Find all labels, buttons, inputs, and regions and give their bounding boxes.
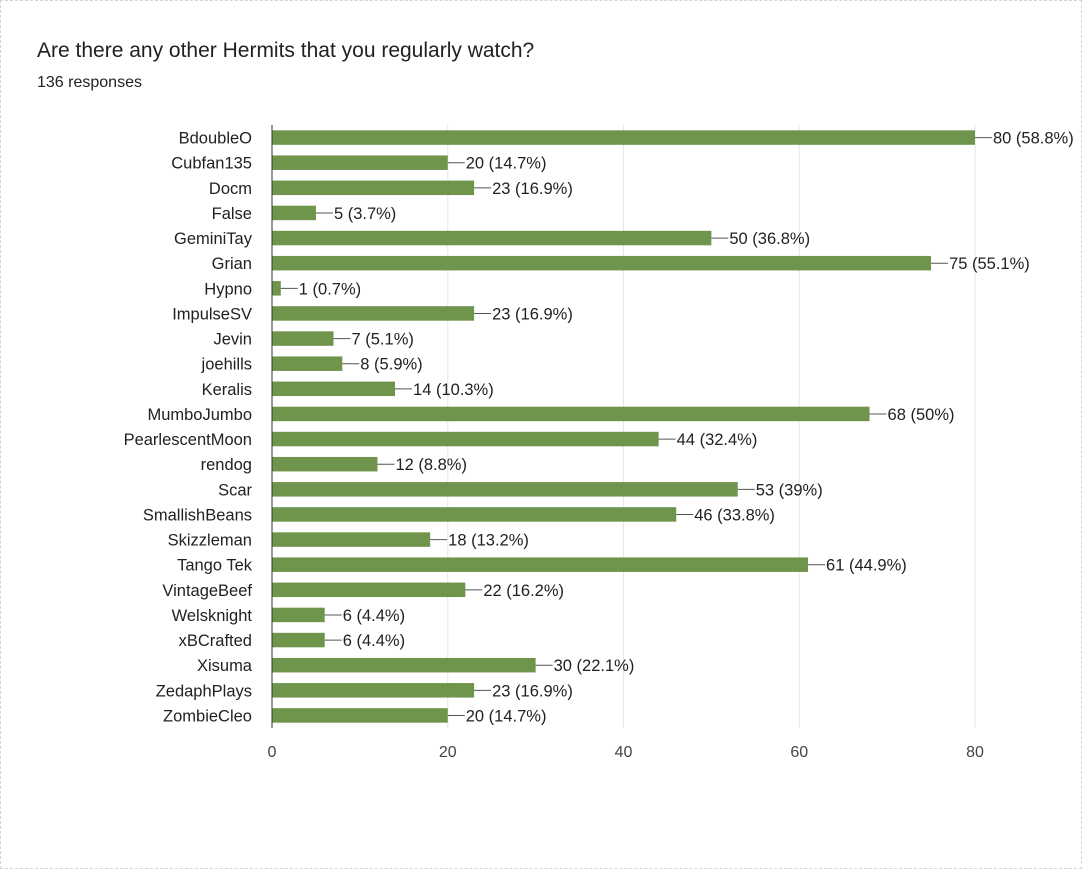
bar <box>272 582 466 598</box>
x-tick-label: 0 <box>268 744 277 761</box>
category-label: Tango Tek <box>177 557 253 575</box>
bar <box>272 657 536 673</box>
bar <box>272 708 448 723</box>
category-label: Jevin <box>213 331 252 349</box>
x-tick-label: 20 <box>439 744 457 761</box>
category-label: Hypno <box>204 280 252 298</box>
category-label: Keralis <box>202 381 252 399</box>
category-label: ZedaphPlays <box>156 682 252 700</box>
bar <box>272 306 475 321</box>
x-tick-label: 40 <box>615 744 633 761</box>
data-label: 5 (3.7%) <box>334 205 396 223</box>
bar <box>272 281 281 296</box>
data-label: 44 (32.4%) <box>677 431 758 449</box>
bar <box>272 356 343 371</box>
category-label: Docm <box>209 180 252 198</box>
bar <box>272 607 325 623</box>
x-tick-label: 60 <box>790 744 808 761</box>
data-label: 7 (5.1%) <box>352 331 414 349</box>
category-label: ImpulseSV <box>172 305 252 323</box>
bar <box>272 255 932 271</box>
data-label: 20 (14.7%) <box>466 155 547 173</box>
data-label: 20 (14.7%) <box>466 707 547 725</box>
category-label: Skizzleman <box>168 532 252 550</box>
category-label: SmallishBeans <box>143 506 252 524</box>
bar <box>272 180 475 196</box>
bar <box>272 230 712 246</box>
bar <box>272 130 975 145</box>
category-label: Scar <box>218 481 252 499</box>
data-label: 6 (4.4%) <box>343 632 405 650</box>
data-label: 53 (39%) <box>756 481 823 499</box>
data-label: 23 (16.9%) <box>492 305 573 323</box>
category-label: VintageBeef <box>162 582 252 600</box>
bar <box>272 155 448 170</box>
bar <box>272 632 325 648</box>
bar <box>272 532 431 547</box>
bar <box>272 431 659 447</box>
response-count: 136 responses <box>37 74 142 91</box>
bar <box>272 331 334 346</box>
category-label: GeminiTay <box>174 230 253 248</box>
bar <box>272 456 378 472</box>
data-label: 50 (36.8%) <box>729 230 810 248</box>
data-label: 14 (10.3%) <box>413 381 494 399</box>
x-tick-label: 80 <box>966 744 984 761</box>
data-label: 8 (5.9%) <box>360 356 422 374</box>
category-label: ZombieCleo <box>163 707 252 725</box>
chart-title: Are there any other Hermits that you reg… <box>37 39 535 62</box>
bar <box>272 507 677 522</box>
data-label: 1 (0.7%) <box>299 280 361 298</box>
category-label: PearlescentMoon <box>124 431 252 449</box>
bar <box>272 683 475 698</box>
data-label: 23 (16.9%) <box>492 180 573 198</box>
bar <box>272 482 738 497</box>
category-label: Grian <box>212 255 252 273</box>
data-label: 6 (4.4%) <box>343 607 405 625</box>
data-label: 61 (44.9%) <box>826 557 907 575</box>
data-label: 75 (55.1%) <box>949 255 1030 273</box>
category-label: rendog <box>201 456 252 474</box>
category-label: joehills <box>201 356 252 374</box>
data-label: 18 (13.2%) <box>448 532 529 550</box>
category-label: Welsknight <box>172 607 253 625</box>
category-label: BdoubleO <box>179 130 253 148</box>
bar <box>272 381 396 397</box>
category-label: False <box>212 205 252 223</box>
data-label: 46 (33.8%) <box>694 506 775 524</box>
data-label: 80 (58.8%) <box>993 130 1074 148</box>
data-label: 22 (16.2%) <box>483 582 564 600</box>
bar <box>272 205 316 221</box>
data-label: 30 (22.1%) <box>554 657 635 675</box>
data-label: 12 (8.8%) <box>395 456 467 474</box>
category-label: Cubfan135 <box>171 155 252 173</box>
data-label: 68 (50%) <box>888 406 955 424</box>
category-label: xBCrafted <box>179 632 252 650</box>
bar <box>272 557 809 572</box>
data-label: 23 (16.9%) <box>492 682 573 700</box>
category-label: MumboJumbo <box>147 406 252 424</box>
bar <box>272 406 870 422</box>
category-label: Xisuma <box>197 657 253 675</box>
